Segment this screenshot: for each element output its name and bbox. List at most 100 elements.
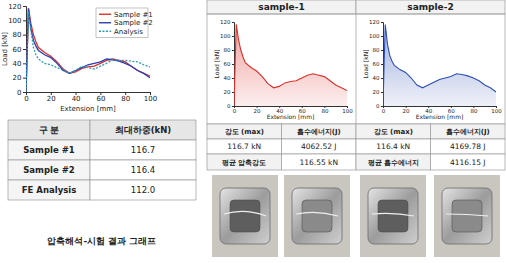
y-tick-label: 40	[224, 75, 231, 81]
y-tick-mark	[381, 64, 383, 65]
result-header-cell	[431, 124, 506, 139]
plot-area	[234, 24, 347, 106]
table-row-label-cell	[8, 180, 90, 200]
table-row-label: FE Analysis	[22, 185, 76, 195]
average-label-cell	[207, 154, 282, 170]
y-axis: 020406080100120	[220, 19, 235, 109]
y-tick-mark	[381, 22, 383, 23]
y-tick-label: 60	[13, 46, 22, 54]
y-tick-label: 0	[376, 103, 380, 109]
y-tick-label: 20	[13, 74, 22, 82]
x-tick: 0	[24, 92, 28, 103]
y-tick-label: 60	[224, 61, 231, 67]
x-tick-label: 20	[403, 108, 410, 114]
panel-title-cell	[356, 0, 505, 14]
photo-background	[284, 175, 350, 257]
x-tick: 100	[342, 106, 353, 114]
y-axis-title: Load [kN]	[362, 50, 369, 79]
table-row-label-cell	[8, 140, 90, 160]
table-header-cell	[8, 120, 90, 140]
legend-swatch	[99, 14, 111, 15]
photo-specimen	[220, 188, 270, 244]
y-tick: 60	[13, 46, 26, 54]
photo-specimen	[368, 188, 418, 244]
photo-specimen-inner	[452, 200, 482, 232]
series-line	[383, 25, 496, 106]
x-tick: 80	[321, 106, 328, 114]
series-line	[234, 24, 347, 106]
y-tick: 40	[13, 60, 26, 68]
x-tick-label: 80	[321, 108, 328, 114]
y-tick-mark	[23, 49, 26, 50]
x-axis-line	[235, 107, 348, 109]
y-tick-label: 20	[224, 89, 231, 95]
x-tick: 20	[403, 106, 410, 114]
x-tick: 80	[470, 106, 477, 114]
y-tick: 120	[8, 3, 26, 11]
table-row-label-cell	[8, 160, 90, 180]
result-value: 116.4 kN	[376, 142, 410, 151]
legend-swatch	[99, 31, 111, 32]
result-value-cell	[356, 139, 431, 154]
y-tick: 20	[373, 89, 384, 95]
panel-divider	[356, 14, 357, 124]
y-tick: 20	[13, 74, 26, 82]
x-tick-label: 100	[342, 108, 353, 114]
legend-label: Analysis	[114, 28, 143, 36]
table-value: 112.0	[131, 185, 155, 195]
legend-swatch	[99, 22, 111, 23]
x-tick-label: 20	[47, 95, 56, 103]
y-tick-mark	[23, 78, 26, 79]
y-tick: 60	[373, 61, 384, 67]
y-axis-line	[23, 7, 27, 93]
x-tick-label: 80	[470, 108, 477, 114]
x-axis-line	[384, 107, 497, 109]
y-tick-mark	[232, 92, 234, 93]
y-tick: 80	[373, 47, 384, 53]
x-tick: 20	[254, 106, 261, 114]
y-tick-label: 120	[369, 19, 380, 25]
result-value: 4062.52 J	[301, 142, 337, 151]
x-tick-label: 40	[72, 95, 81, 103]
photo-specimen	[292, 188, 342, 244]
result-header-cell	[207, 124, 282, 139]
table-value-cell	[90, 160, 196, 180]
series-area	[383, 25, 496, 106]
chart: 020406080100020406080100120Extension [mm…	[1, 3, 157, 113]
photo	[284, 175, 350, 257]
y-tick-mark	[23, 35, 26, 36]
photo-background	[360, 175, 426, 257]
legend: Sample #1Sample #2Analysis	[96, 8, 153, 38]
series-area	[234, 24, 347, 106]
y-tick: 60	[224, 61, 235, 67]
x-tick: 60	[96, 92, 105, 103]
x-axis-line	[27, 93, 151, 96]
y-tick-mark	[232, 50, 234, 51]
x-axis-title: Extension [mm]	[267, 113, 315, 120]
y-tick-label: 80	[224, 47, 231, 53]
y-tick-mark	[232, 78, 234, 79]
y-tick: 80	[13, 31, 26, 39]
photo	[434, 175, 500, 257]
result-value-cell	[431, 139, 506, 154]
average-value: 4116.15 J	[450, 158, 486, 167]
y-tick-mark	[23, 92, 26, 93]
panel-title-cell	[207, 0, 356, 14]
y-tick-label: 120	[220, 19, 231, 25]
y-axis: 020406080100120	[8, 3, 26, 97]
y-tick-mark	[23, 20, 26, 21]
table-row-label: Sample #2	[23, 165, 75, 175]
photo-specimen-inner	[230, 200, 260, 232]
y-tick: 100	[220, 33, 234, 39]
y-tick-mark	[232, 106, 234, 107]
plot-area	[383, 25, 496, 106]
result-value: 4169.78 J	[450, 142, 486, 151]
y-tick-mark	[23, 6, 26, 7]
average-label-cell	[356, 154, 431, 170]
y-tick: 40	[224, 75, 235, 81]
average-label: 평균 흡수에너지	[367, 159, 419, 167]
legend-label: Sample #2	[114, 19, 153, 27]
y-tick-label: 20	[373, 89, 380, 95]
x-tick: 100	[144, 92, 157, 103]
y-tick-mark	[381, 50, 383, 51]
